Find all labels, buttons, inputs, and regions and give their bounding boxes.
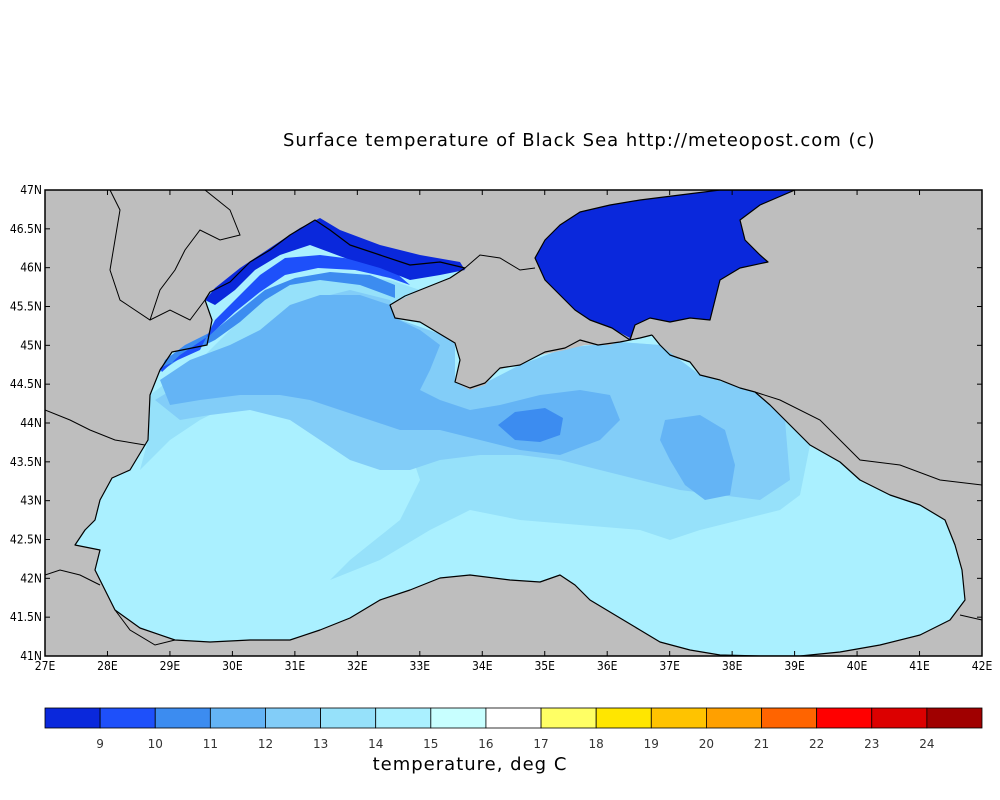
colorbar-swatch — [761, 707, 818, 729]
colorbar-swatch — [375, 707, 432, 729]
lat-tick-label: 45N — [20, 338, 42, 352]
colorbar-label: 18 — [589, 737, 604, 751]
country-borders — [45, 190, 982, 646]
colorbar-label: 13 — [313, 737, 328, 751]
lon-tick-label: 29E — [160, 659, 181, 673]
map-title: Surface temperature of Black Sea http://… — [283, 130, 876, 151]
colorbar-swatch — [650, 707, 707, 729]
lat-tick-label: 46.5N — [10, 222, 42, 236]
temp-zone-12-east — [660, 415, 735, 500]
lat-tick-label: 42N — [20, 571, 42, 585]
lon-tick-label: 40E — [847, 659, 868, 673]
colorbar-label: 23 — [864, 737, 879, 751]
colorbar-label: 24 — [919, 737, 934, 751]
temp-zone-11-center — [498, 408, 563, 442]
longitude-axis: 27E 28E 29E 30E 31E 32E 33E 34E 35E 36E 37E 38E 39E 4… — [35, 190, 993, 673]
lon-tick-label: 28E — [97, 659, 118, 673]
lon-tick-label: 42E — [972, 659, 993, 673]
colorbar-swatch — [485, 707, 542, 729]
lon-tick-label: 37E — [659, 659, 680, 673]
colorbar-swatch — [430, 707, 487, 729]
lon-tick-label: 41E — [909, 659, 930, 673]
colorbar-label: 20 — [699, 737, 714, 751]
lon-tick-label: 31E — [285, 659, 306, 673]
lat-tick-label: 45.5N — [10, 300, 42, 314]
temp-zone-11 — [160, 272, 395, 372]
map-plot — [45, 190, 982, 656]
colorbar-label: 16 — [478, 737, 493, 751]
colorbar-label: 15 — [423, 737, 438, 751]
colorbar-label: 22 — [809, 737, 824, 751]
lon-tick-label: 34E — [472, 659, 493, 673]
lat-tick-label: 47N — [20, 183, 42, 197]
latitude-axis: 47N 46.5N 46N 45.5N 45N 44.5N 44N 43.5N 43N 42.5N… — [10, 183, 982, 663]
colorbar-swatch — [265, 707, 321, 729]
lat-tick-label: 41N — [20, 649, 42, 663]
colorbar-swatch — [209, 707, 266, 729]
lat-tick-label: 44N — [20, 416, 42, 430]
crimea — [395, 262, 630, 390]
colorbar-swatch — [99, 707, 156, 729]
colorbar-swatch — [44, 707, 101, 729]
colorbar-label: 9 — [96, 737, 104, 751]
temp-zone-9-northwest — [205, 218, 465, 305]
colorbar-label: 12 — [258, 737, 273, 751]
lat-tick-label: 41.5N — [10, 610, 42, 624]
lat-tick-label: 43.5N — [10, 455, 42, 469]
colorbar-swatch — [816, 707, 873, 729]
lon-tick-label: 30E — [222, 659, 243, 673]
lon-tick-label: 35E — [534, 659, 555, 673]
coastline — [74, 299, 966, 656]
lon-tick-label: 33E — [410, 659, 431, 673]
lon-tick-label: 27E — [35, 659, 56, 673]
lat-tick-label: 44.5N — [10, 377, 42, 391]
colorbar-title: temperature, deg C — [373, 754, 568, 775]
lat-tick-label: 43N — [20, 494, 42, 508]
lon-tick-label: 38E — [722, 659, 743, 673]
colorbar-label: 10 — [148, 737, 163, 751]
colorbar-label: 17 — [533, 737, 548, 751]
colorbar-label: 19 — [644, 737, 659, 751]
colorbar-swatch — [926, 707, 983, 729]
colorbar-label: 11 — [203, 737, 218, 751]
crimea-coastline — [204, 219, 653, 389]
lat-tick-label: 42.5N — [10, 533, 42, 547]
colorbar-swatch — [540, 707, 597, 729]
lon-tick-label: 39E — [784, 659, 805, 673]
lat-tick-label: 46N — [20, 261, 42, 275]
colorbar: 9 10 11 12 13 14 15 16 17 18 19 20 21 22 23 24 — [44, 707, 983, 751]
lon-tick-label: 32E — [347, 659, 368, 673]
colorbar-swatch — [154, 707, 211, 729]
colorbar-swatch — [595, 707, 652, 729]
colorbar-label: 21 — [754, 737, 769, 751]
azov-coastline — [534, 190, 796, 341]
lon-tick-label: 36E — [597, 659, 618, 673]
temp-zone-12 — [160, 295, 620, 455]
colorbar-swatch — [320, 707, 377, 729]
azov-sea — [535, 190, 795, 340]
colorbar-swatch — [871, 707, 928, 729]
colorbar-swatch — [706, 707, 762, 729]
colorbar-label: 14 — [368, 737, 383, 751]
